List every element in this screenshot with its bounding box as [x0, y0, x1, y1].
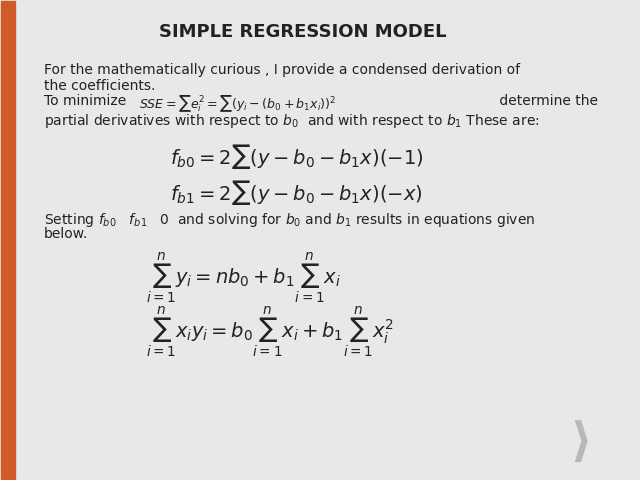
Text: below.: below. — [44, 227, 88, 240]
Text: determine the: determine the — [495, 95, 598, 108]
Text: SIMPLE REGRESSION MODEL: SIMPLE REGRESSION MODEL — [159, 23, 447, 41]
FancyBboxPatch shape — [1, 1, 15, 479]
Text: $SSE = \sum e_i^2 = \sum (y_i - (b_0 + b_1 x_i))^2$: $SSE = \sum e_i^2 = \sum (y_i - (b_0 + b… — [139, 93, 336, 114]
Text: To minimize: To minimize — [44, 95, 134, 108]
Text: $\sum_{i=1}^{n} x_i y_i = b_0 \sum_{i=1}^{n} x_i + b_1 \sum_{i=1}^{n} x_i^2$: $\sum_{i=1}^{n} x_i y_i = b_0 \sum_{i=1}… — [146, 304, 394, 360]
Text: $f_{b0} = 2\sum (y - b_0 - b_1 x)(-1)$: $f_{b0} = 2\sum (y - b_0 - b_1 x)(-1)$ — [170, 142, 424, 171]
Text: the coefficients.: the coefficients. — [44, 79, 155, 93]
Text: For the mathematically curious , I provide a condensed derivation of: For the mathematically curious , I provi… — [44, 63, 520, 77]
Text: $\sum_{i=1}^{n} y_i = nb_0 + b_1 \sum_{i=1}^{n} x_i$: $\sum_{i=1}^{n} y_i = nb_0 + b_1 \sum_{i… — [146, 251, 341, 306]
Text: Setting $f_{b0}$   $f_{b1}$   0  and solving for $b_0$ and $b_1$ results in equa: Setting $f_{b0}$ $f_{b1}$ 0 and solving … — [44, 211, 535, 229]
Text: partial derivatives with respect to $b_0$  and with respect to $b_1$ These are:: partial derivatives with respect to $b_0… — [44, 112, 539, 130]
Text: $\mathbf{\rangle}$: $\mathbf{\rangle}$ — [570, 420, 588, 466]
Text: $f_{b1} = 2\sum (y - b_0 - b_1 x)(-x)$: $f_{b1} = 2\sum (y - b_0 - b_1 x)(-x)$ — [170, 178, 423, 207]
